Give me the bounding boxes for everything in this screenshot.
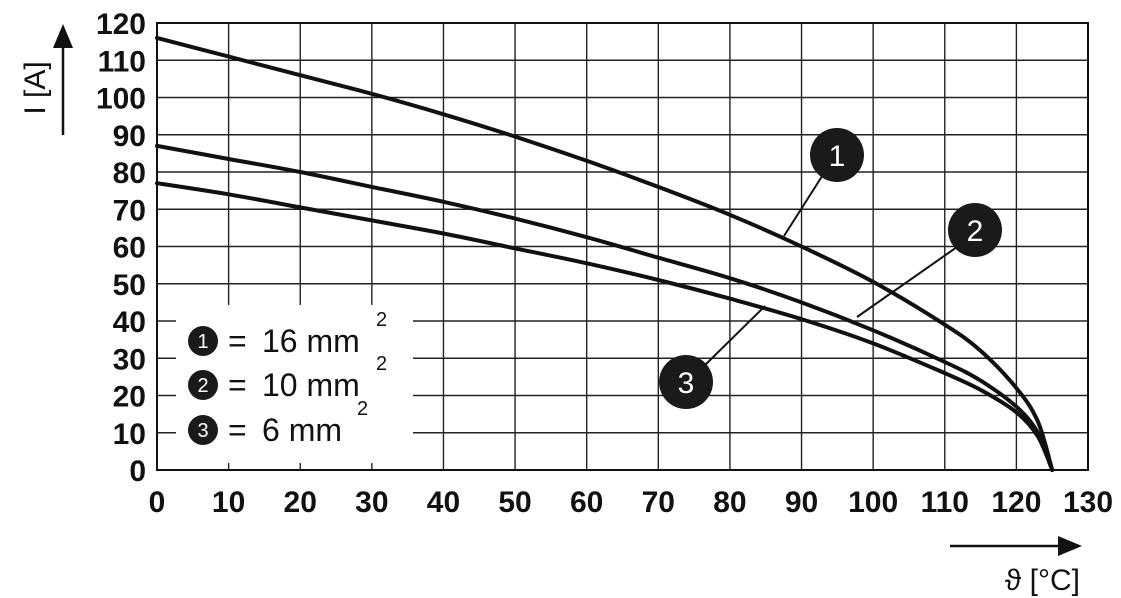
callout-1: 1 xyxy=(783,128,864,237)
callout-leader-2 xyxy=(856,246,958,318)
legend-badge-label-2: 2 xyxy=(197,375,208,397)
legend-item-2: 2 = 10 mm 2 xyxy=(188,353,387,403)
legend-badge-label-3: 3 xyxy=(197,420,208,442)
y-tick-label: 50 xyxy=(113,269,146,302)
y-axis-label: I [A] xyxy=(19,61,52,114)
plot-border xyxy=(156,22,1089,471)
legend-sup-3: 2 xyxy=(357,398,368,420)
x-tick-label: 90 xyxy=(785,486,818,519)
y-tick-label: 110 xyxy=(98,45,146,78)
y-tick-label: 60 xyxy=(113,232,146,265)
x-axis-label: ϑ [°C] xyxy=(1005,564,1080,597)
y-tick-label: 40 xyxy=(113,306,146,339)
callout-label-1: 1 xyxy=(829,140,846,173)
y-tick-label: 80 xyxy=(113,157,146,190)
x-tick-label: 120 xyxy=(991,486,1041,519)
x-tick-label: 10 xyxy=(212,486,245,519)
plot-frame xyxy=(156,22,1089,471)
callouts: 1 2 3 xyxy=(659,128,1002,409)
legend-sup-2: 2 xyxy=(376,353,387,375)
callout-badge-1 xyxy=(810,128,864,182)
y-tick-label: 0 xyxy=(129,455,146,488)
x-tick-label: 70 xyxy=(642,486,675,519)
x-tick-label: 0 xyxy=(149,486,166,519)
y-tick-label: 120 xyxy=(96,8,146,41)
callout-leader-1 xyxy=(783,169,827,237)
legend-eq-3: = xyxy=(228,412,247,448)
legend-sup-1: 2 xyxy=(376,309,387,331)
x-tick-label: 60 xyxy=(570,486,603,519)
legend-value-3: 6 mm xyxy=(262,412,342,448)
x-tick-label: 130 xyxy=(1063,486,1113,519)
legend-badge-2 xyxy=(188,370,218,400)
series-line-3 xyxy=(155,181,1055,472)
legend-item-1: 1 = 16 mm 2 xyxy=(188,309,387,359)
y-tick-label: 20 xyxy=(113,381,146,414)
callout-3: 3 xyxy=(659,305,766,409)
legend-badge-3 xyxy=(188,415,218,445)
legend: 1 = 16 mm 2 2 = 10 mm 2 3 = 6 mm 2 xyxy=(176,305,413,463)
x-tick-label: 80 xyxy=(713,486,746,519)
x-tick-label: 100 xyxy=(848,486,898,519)
callout-badge-2 xyxy=(948,203,1002,257)
legend-value-2: 10 mm xyxy=(262,367,360,403)
y-tick-labels: 0 10 20 30 40 50 60 70 80 90 100 110 120 xyxy=(96,8,146,488)
series-line-1 xyxy=(155,35,1055,472)
callout-badge-3 xyxy=(659,355,713,409)
y-axis-arrow-head xyxy=(53,24,73,48)
legend-item-3: 3 = 6 mm 2 xyxy=(188,398,368,448)
callout-label-3: 3 xyxy=(678,367,695,400)
series-line-2 xyxy=(155,143,1055,472)
x-tick-label: 30 xyxy=(355,486,388,519)
curves xyxy=(155,35,1055,472)
legend-eq-1: = xyxy=(228,323,247,359)
x-tick-label: 50 xyxy=(498,486,531,519)
legend-value-1: 16 mm xyxy=(262,323,360,359)
legend-eq-2: = xyxy=(228,367,247,403)
callout-2: 2 xyxy=(856,203,1002,318)
legend-badge-1 xyxy=(188,326,218,356)
y-tick-label: 100 xyxy=(96,83,146,116)
x-axis-arrow-head xyxy=(1058,536,1082,556)
callout-label-2: 2 xyxy=(967,215,984,248)
x-tick-label: 110 xyxy=(921,486,969,519)
callout-leader-3 xyxy=(701,305,766,369)
y-axis-label-group: I [A] xyxy=(19,24,73,135)
y-tick-label: 90 xyxy=(113,120,146,153)
legend-badge-label-1: 1 xyxy=(197,331,208,353)
x-tick-label: 40 xyxy=(427,486,460,519)
y-tick-label: 70 xyxy=(113,194,146,227)
y-tick-label: 30 xyxy=(113,343,146,376)
y-tick-label: 10 xyxy=(113,418,146,451)
x-tick-label: 20 xyxy=(284,486,317,519)
x-tick-labels: 0 10 20 30 40 50 60 70 80 90 100 110 120 130 xyxy=(149,486,1113,519)
x-axis-label-group: ϑ [°C] xyxy=(950,536,1082,597)
